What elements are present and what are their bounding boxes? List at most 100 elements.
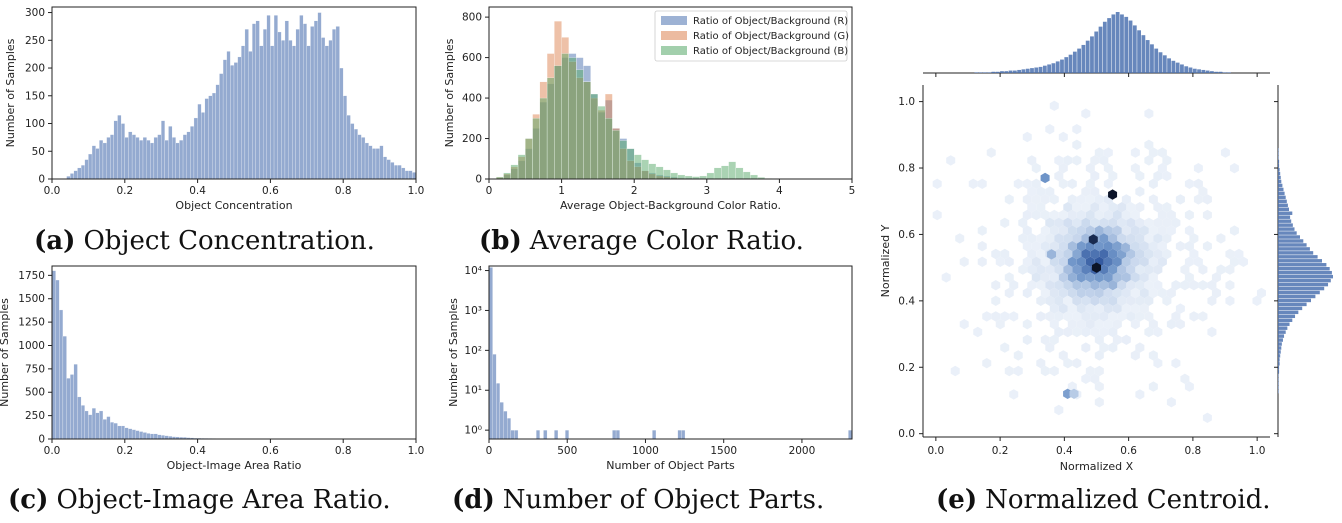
hexbin-cell [1202, 209, 1212, 221]
histogram-bar [597, 106, 606, 180]
marginal-y-bar [1278, 282, 1329, 287]
histogram-bar [546, 77, 555, 180]
hexbin-cell [1090, 248, 1100, 260]
hexbin-cell [1162, 295, 1172, 306]
histogram-bar [99, 410, 104, 440]
hexbin-cell [1126, 202, 1136, 213]
hexbin-cell [1085, 272, 1095, 283]
hexbin-cell [1067, 178, 1077, 189]
marginal-x-bar [1150, 44, 1154, 73]
hexbin-cell [1081, 311, 1091, 322]
plot-frame [51, 6, 417, 180]
hexbin-cell [1054, 233, 1064, 244]
histogram-bar [273, 15, 278, 180]
marginal-x-bar [1132, 25, 1137, 74]
histogram-bar [539, 97, 548, 180]
hexbin-cell [1094, 303, 1104, 314]
panel-b-axes: 0 1 2 3 4 5 0 200 400 600 800 Average Object-Backgr… [443, 6, 855, 212]
hexbin-cell [1036, 233, 1046, 244]
hexbin-cell [1162, 202, 1172, 213]
hexbin-cell [1072, 311, 1082, 322]
hexbin-cell [1126, 280, 1136, 291]
hexbin-cell [1072, 124, 1082, 135]
marginal-x-bar [1055, 61, 1060, 73]
hexbin-cell [1040, 241, 1050, 252]
histogram-bar [153, 433, 158, 440]
histogram-bar [91, 145, 96, 180]
hexbin-cell [982, 311, 992, 322]
hexbin-cell [1153, 264, 1163, 275]
marginal-x-bar [1111, 14, 1116, 74]
hexbin-cell [1175, 303, 1185, 314]
hexbin-cell [1067, 209, 1077, 221]
y-tick-label: 0.0 [898, 428, 915, 440]
hexbin-cell [1054, 404, 1064, 416]
hexbin-cell [1058, 350, 1068, 361]
hexbin-cell [1036, 202, 1046, 213]
hexbin-cell [1009, 311, 1019, 322]
hexbin-cell [1031, 241, 1041, 252]
hexbin-cell [1058, 287, 1068, 299]
histogram-bar [204, 98, 209, 180]
marginal-y-bar [1278, 362, 1280, 366]
histogram-bar [379, 145, 384, 180]
histogram-bar [335, 26, 340, 180]
histogram-bar [492, 354, 497, 440]
caption-e-label: (e) [936, 485, 977, 515]
y-tick-label: 1250 [18, 317, 45, 329]
histogram-bar [95, 148, 100, 180]
histogram-bar [612, 130, 620, 180]
hexbin-cell [1135, 264, 1145, 275]
hexbin-cell [1108, 217, 1118, 228]
hexbin-cell [977, 241, 987, 252]
histogram-bar [412, 172, 417, 180]
hexbin-cell [1081, 248, 1091, 260]
histogram-bar [313, 20, 318, 180]
histogram-bar [565, 430, 569, 440]
hexbin-cell [1103, 272, 1113, 283]
hexbin-cell [991, 248, 1001, 260]
hexbin-cell [1063, 248, 1073, 260]
hexbin-cell [1193, 178, 1203, 189]
hexbin-cell [1049, 319, 1059, 330]
histogram-bar [742, 171, 751, 180]
histogram-bar [175, 142, 180, 180]
hexbin-cell [1027, 280, 1037, 291]
caption-d: (d) Number of Object Parts. [452, 485, 824, 515]
hexbin-cell [968, 178, 978, 189]
marginal-y-bar [1278, 247, 1310, 251]
marginal-x-bar [1068, 54, 1073, 73]
hexbin-cell [1067, 256, 1077, 267]
marginal-x-bar [1102, 21, 1107, 73]
hexbin-cell [1135, 342, 1145, 353]
marginal-y-bar [1278, 171, 1281, 176]
hexbin-cell [1094, 194, 1104, 205]
y-tick-label: 750 [25, 363, 45, 375]
histogram-bar [568, 57, 577, 180]
marginal-x-bar [1115, 12, 1120, 73]
hexbin-cell [1103, 303, 1113, 314]
hexbin-cell [1189, 233, 1199, 244]
histogram-bar [259, 45, 264, 180]
marginal-y-bar [1278, 381, 1279, 386]
histogram-bar [364, 142, 369, 180]
marginal-x-bar [1060, 59, 1064, 73]
plot-frame [488, 265, 853, 440]
hexbin-cell [1117, 295, 1127, 306]
marginal-x-bar [1141, 35, 1146, 73]
histogram-bar [262, 29, 267, 180]
histogram-bar [750, 174, 758, 180]
hexbin-cell [1081, 202, 1091, 213]
legend-swatch [661, 46, 687, 55]
hexbin-cell [1099, 202, 1109, 213]
hexbin-cell [1072, 233, 1082, 244]
hexbin-cell [1112, 303, 1122, 314]
hexbin-cell [1144, 217, 1154, 228]
marginal-x-bar [1175, 62, 1180, 73]
hexbin-cell [1193, 256, 1203, 267]
hexbin-cell [1063, 202, 1073, 213]
hexbin-cell [1081, 186, 1091, 197]
histogram-bar [372, 148, 377, 180]
histogram-bar [215, 84, 220, 180]
hexbin-cell [1184, 209, 1194, 221]
